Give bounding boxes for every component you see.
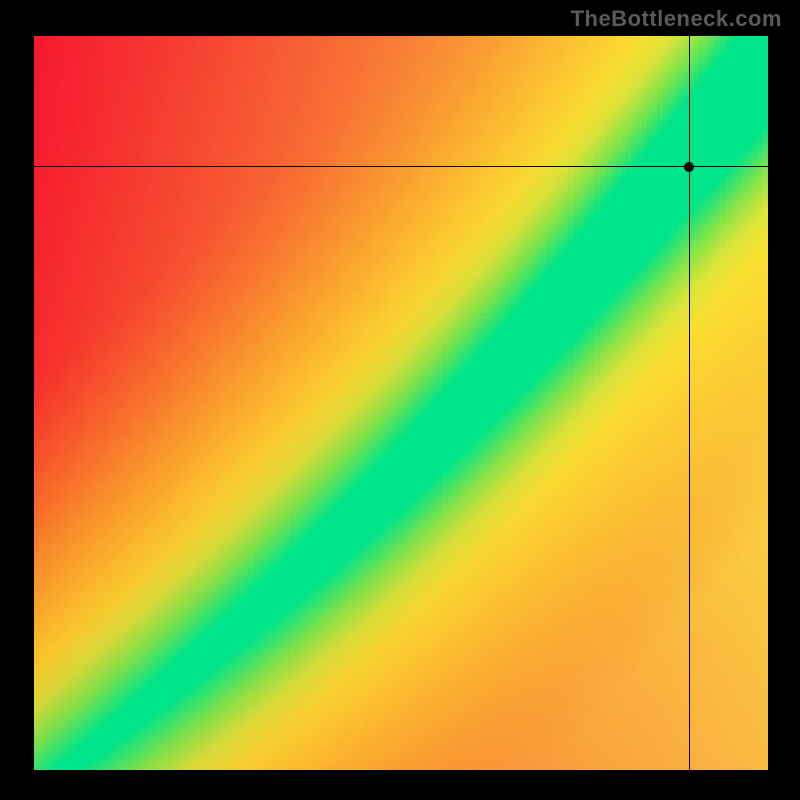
figure-root: TheBottleneck.com bbox=[0, 0, 800, 800]
heatmap-plot bbox=[34, 36, 768, 770]
crosshair-horizontal bbox=[34, 166, 768, 167]
crosshair-marker bbox=[684, 162, 694, 172]
watermark-text: TheBottleneck.com bbox=[571, 6, 782, 32]
crosshair-vertical bbox=[689, 36, 690, 770]
heatmap-canvas bbox=[34, 36, 768, 770]
